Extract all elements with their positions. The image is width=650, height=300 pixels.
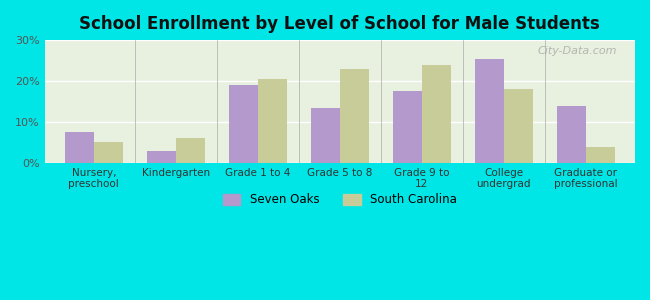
Bar bbox=[504, 89, 532, 163]
Bar bbox=[147, 151, 176, 163]
Bar bbox=[475, 58, 504, 163]
Bar bbox=[586, 147, 614, 163]
Bar bbox=[176, 138, 205, 163]
Bar bbox=[393, 91, 422, 163]
Text: City-Data.com: City-Data.com bbox=[538, 46, 618, 56]
Bar bbox=[229, 85, 258, 163]
Title: School Enrollment by Level of School for Male Students: School Enrollment by Level of School for… bbox=[79, 15, 600, 33]
Bar bbox=[340, 69, 369, 163]
Bar bbox=[65, 132, 94, 163]
Bar bbox=[258, 79, 287, 163]
Bar bbox=[94, 142, 122, 163]
Bar bbox=[311, 108, 340, 163]
Bar bbox=[557, 106, 586, 163]
Legend: Seven Oaks, South Carolina: Seven Oaks, South Carolina bbox=[216, 188, 463, 212]
Bar bbox=[422, 65, 450, 163]
